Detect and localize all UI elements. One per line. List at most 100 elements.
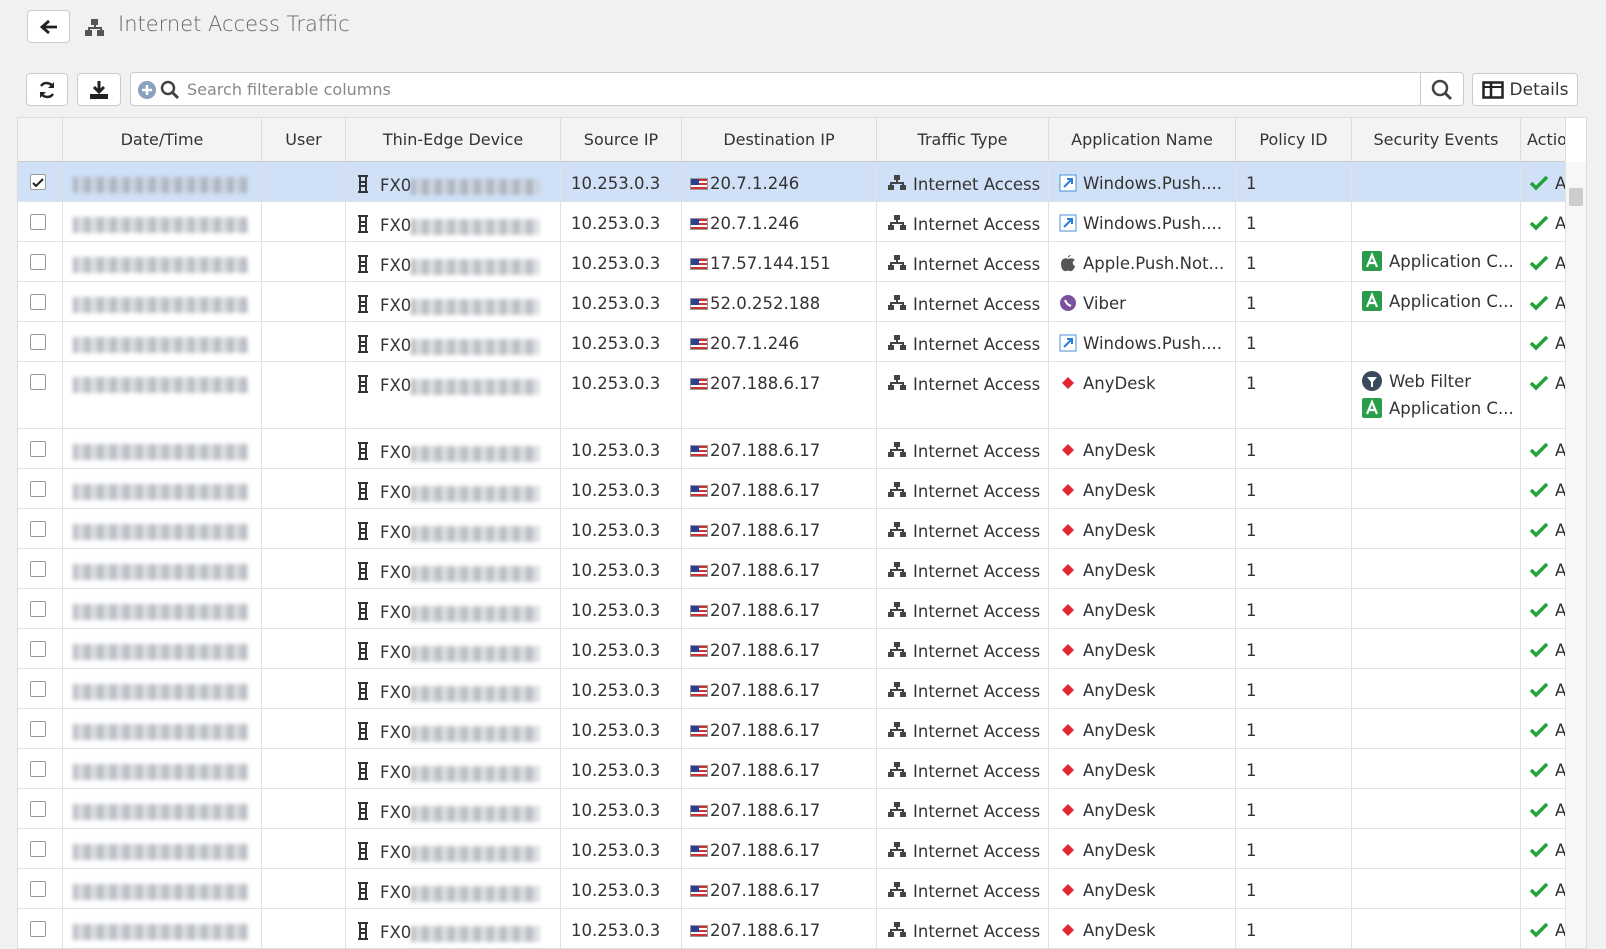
row-checkbox[interactable]: [30, 601, 46, 617]
details-button[interactable]: Details: [1472, 73, 1578, 106]
action-icon: [1529, 642, 1549, 658]
table-row[interactable]: FX0 10.253.0.3 207.188.6.17 Internet Access…: [18, 549, 1566, 589]
device-icon: [358, 682, 368, 700]
table-row[interactable]: FX0 10.253.0.3 207.188.6.17 Internet Access…: [18, 362, 1566, 429]
row-checkbox[interactable]: [30, 214, 46, 230]
application-cell: AnyDesk: [1049, 829, 1236, 868]
date-time-cell: [63, 709, 262, 748]
row-checkbox[interactable]: [30, 801, 46, 817]
redacted-date: [73, 603, 248, 620]
application-cell: Windows.Push....: [1049, 162, 1236, 201]
device-name: FX0: [380, 683, 412, 702]
row-checkbox[interactable]: [30, 334, 46, 350]
flag-icon: [690, 845, 708, 857]
policy-id-cell: 1: [1236, 669, 1352, 708]
download-button[interactable]: [77, 73, 121, 106]
row-checkbox[interactable]: [30, 561, 46, 577]
table-row[interactable]: FX0 10.253.0.3 207.188.6.17 Internet Access…: [18, 469, 1566, 509]
row-checkbox[interactable]: [30, 294, 46, 310]
row-checkbox[interactable]: [30, 374, 46, 390]
flag-icon: [690, 218, 708, 230]
traffic-type: Internet Access: [913, 175, 1041, 194]
flag-icon: [690, 925, 708, 937]
row-checkbox[interactable]: [30, 841, 46, 857]
date-time-cell: [63, 589, 262, 628]
flag-icon: [690, 605, 708, 617]
search-box[interactable]: Search filterable columns: [130, 72, 1464, 106]
table-row[interactable]: FX0 10.253.0.3 17.57.144.151 Internet Acces…: [18, 242, 1566, 282]
row-checkbox[interactable]: [30, 521, 46, 537]
device-cell: FX0: [346, 469, 561, 508]
scrollbar[interactable]: [1565, 162, 1586, 948]
table-row[interactable]: FX0 10.253.0.3 20.7.1.246 Internet Access Wi…: [18, 202, 1566, 242]
scroll-thumb[interactable]: [1569, 188, 1583, 206]
redacted-date: [73, 256, 248, 273]
row-checkbox[interactable]: [30, 481, 46, 497]
table-row[interactable]: FX0 10.253.0.3 207.188.6.17 Internet Access…: [18, 709, 1566, 749]
destination-ip: 17.57.144.151: [710, 254, 831, 273]
column-header: User: [262, 118, 346, 162]
flag-icon: [690, 338, 708, 350]
row-checkbox[interactable]: [30, 721, 46, 737]
table-row[interactable]: FX0 10.253.0.3 207.188.6.17 Internet Access…: [18, 629, 1566, 669]
table-row[interactable]: FX0 10.253.0.3 207.188.6.17 Internet Access…: [18, 509, 1566, 549]
table-row[interactable]: FX0 10.253.0.3 207.188.6.17 Internet Access…: [18, 869, 1566, 909]
row-checkbox[interactable]: [30, 641, 46, 657]
row-checkbox[interactable]: [30, 441, 46, 457]
table-row[interactable]: FX0 10.253.0.3 20.7.1.246 Internet Access Wi…: [18, 322, 1566, 362]
refresh-button[interactable]: [26, 73, 68, 106]
traffic-type-icon: [888, 482, 906, 497]
row-checkbox[interactable]: [30, 254, 46, 270]
back-button[interactable]: [27, 10, 70, 43]
redacted-date: [73, 296, 248, 313]
row-checkbox[interactable]: [30, 881, 46, 897]
table-row[interactable]: FX0 10.253.0.3 52.0.252.188 Internet Access…: [18, 282, 1566, 322]
date-time-cell: [63, 282, 262, 321]
table-row[interactable]: FX0 10.253.0.3 207.188.6.17 Internet Access…: [18, 429, 1566, 469]
application-name: AnyDesk: [1083, 681, 1156, 700]
row-checkbox[interactable]: [30, 174, 46, 190]
traffic-type: Internet Access: [913, 482, 1041, 501]
security-events-cell: [1352, 749, 1521, 788]
date-time-cell: [63, 202, 262, 241]
traffic-type: Internet Access: [913, 442, 1041, 461]
application-name: AnyDesk: [1083, 721, 1156, 740]
action-cell: A: [1521, 282, 1566, 321]
table-row[interactable]: FX0 10.253.0.3 20.7.1.246 Internet Access Wi…: [18, 162, 1566, 202]
traffic-type-cell: Internet Access: [877, 469, 1049, 508]
action-icon: [1529, 922, 1549, 938]
policy-id: 1: [1246, 374, 1257, 393]
table-row[interactable]: FX0 10.253.0.3 207.188.6.17 Internet Access…: [18, 909, 1566, 948]
table-row[interactable]: FX0 10.253.0.3 207.188.6.17 Internet Access…: [18, 789, 1566, 829]
action-cell: A: [1521, 749, 1566, 788]
row-checkbox[interactable]: [30, 921, 46, 937]
device-cell: FX0: [346, 202, 561, 241]
row-checkbox[interactable]: [30, 761, 46, 777]
device-icon: [358, 562, 368, 580]
redacted-device: [411, 845, 540, 862]
traffic-type: Internet Access: [913, 335, 1041, 354]
destination-ip-cell: 207.188.6.17: [682, 909, 877, 948]
source-ip: 10.253.0.3: [571, 641, 661, 660]
table-row[interactable]: FX0 10.253.0.3 207.188.6.17 Internet Access…: [18, 669, 1566, 709]
security-events-cell: [1352, 629, 1521, 668]
traffic-type-icon: [888, 602, 906, 617]
destination-ip: 207.188.6.17: [710, 721, 821, 740]
traffic-type: Internet Access: [913, 802, 1041, 821]
traffic-type-cell: Internet Access: [877, 709, 1049, 748]
search-button[interactable]: [1420, 73, 1463, 105]
security-event-label: Application C...: [1389, 292, 1514, 311]
row-checkbox[interactable]: [30, 681, 46, 697]
table-row[interactable]: FX0 10.253.0.3 207.188.6.17 Internet Access…: [18, 749, 1566, 789]
table-row[interactable]: FX0 10.253.0.3 207.188.6.17 Internet Access…: [18, 829, 1566, 869]
search-placeholder: Search filterable columns: [187, 80, 391, 99]
device-name: FX0: [380, 523, 412, 542]
policy-id-cell: 1: [1236, 162, 1352, 201]
table-row[interactable]: FX0 10.253.0.3 207.188.6.17 Internet Access…: [18, 589, 1566, 629]
security-events-cell: [1352, 202, 1521, 241]
device-name: FX0: [380, 483, 412, 502]
redacted-device: [411, 525, 540, 542]
traffic-type-cell: Internet Access: [877, 589, 1049, 628]
date-time-cell: [63, 829, 262, 868]
